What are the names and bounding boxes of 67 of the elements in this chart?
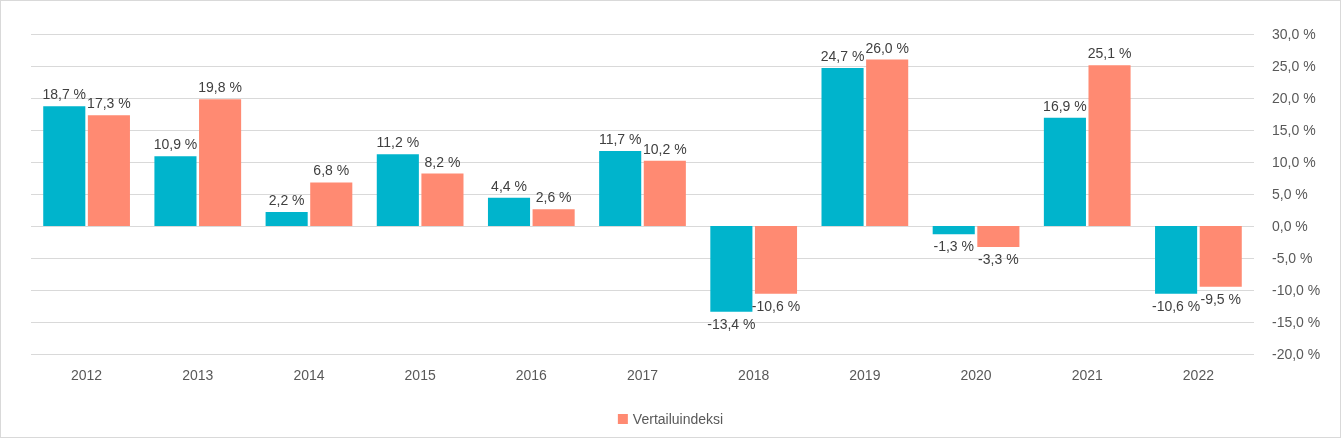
x-tick-label: 2017 — [626, 367, 659, 383]
data-label: -10,6 % — [751, 297, 801, 314]
bar — [310, 182, 353, 226]
data-label: 4,4 % — [491, 177, 527, 194]
data-label: -10,6 % — [1151, 297, 1201, 314]
y-tick-label: 0,0 % — [1272, 218, 1308, 234]
x-tick-label: 2014 — [293, 367, 325, 383]
bar — [265, 211, 308, 226]
legend-label: Vertailuindeksi — [632, 411, 724, 427]
data-label: 24,7 % — [820, 47, 865, 64]
bar — [932, 226, 975, 235]
x-tick-label: 2015 — [404, 367, 436, 383]
data-label: 26,0 % — [865, 39, 909, 56]
bar — [43, 106, 86, 226]
bar — [87, 115, 130, 226]
bar — [977, 226, 1020, 248]
data-label: 8,2 % — [424, 153, 461, 170]
y-tick-label: -5,0 % — [1272, 250, 1313, 266]
data-label: 18,7 % — [42, 86, 87, 103]
data-label: 11,2 % — [376, 134, 420, 151]
x-tick-label: 2021 — [1071, 367, 1104, 383]
bar — [754, 226, 798, 294]
y-tick-label: 30,0 % — [1272, 26, 1316, 42]
y-tick-label: 20,0 % — [1272, 90, 1316, 106]
data-label: 11,7 % — [598, 131, 642, 148]
bar — [376, 154, 419, 226]
x-tick-label: 2018 — [738, 367, 770, 383]
bar — [643, 160, 686, 226]
y-tick-label: -20,0 % — [1272, 346, 1321, 362]
bar — [487, 197, 531, 226]
bar — [532, 209, 575, 226]
bar — [821, 67, 864, 226]
data-label: 6,8 % — [313, 162, 350, 179]
bar — [421, 173, 464, 226]
x-tick-label: 2012 — [71, 367, 103, 383]
x-tick-label: 2020 — [960, 367, 992, 383]
y-tick-label: 5,0 % — [1272, 186, 1308, 202]
bar — [1043, 117, 1086, 226]
data-label: 10,9 % — [153, 136, 198, 153]
data-label: 16,9 % — [1043, 97, 1087, 114]
data-label: 25,1 % — [1087, 45, 1132, 62]
data-label: 17,3 % — [87, 95, 131, 112]
data-label: 19,8 % — [198, 79, 242, 96]
data-label: 2,6 % — [535, 189, 572, 206]
x-tick-label: 2013 — [182, 367, 214, 383]
x-tick-label: 2019 — [849, 367, 881, 383]
y-tick-label: -10,0 % — [1272, 282, 1321, 298]
bar — [599, 151, 642, 226]
y-tick-label: 25,0 % — [1272, 58, 1316, 74]
bar — [1155, 226, 1198, 294]
data-label: 10,2 % — [643, 140, 687, 157]
bar — [710, 226, 753, 312]
data-label: -1,3 % — [933, 238, 974, 255]
data-label: -3,3 % — [978, 251, 1019, 268]
y-tick-label: 10,0 % — [1272, 154, 1316, 170]
y-tick-label: 15,0 % — [1272, 122, 1316, 138]
x-tick-label: 2022 — [1182, 367, 1215, 383]
data-label: -13,4 % — [707, 315, 756, 332]
bar — [1088, 65, 1131, 226]
x-tick-label: 2016 — [515, 367, 548, 383]
y-tick-label: -15,0 % — [1272, 314, 1321, 330]
data-label: 2,2 % — [268, 191, 305, 208]
bar — [199, 99, 242, 226]
bar — [1199, 226, 1242, 287]
data-label: -9,5 % — [1200, 290, 1241, 307]
bar — [154, 156, 197, 226]
bar — [866, 59, 909, 226]
